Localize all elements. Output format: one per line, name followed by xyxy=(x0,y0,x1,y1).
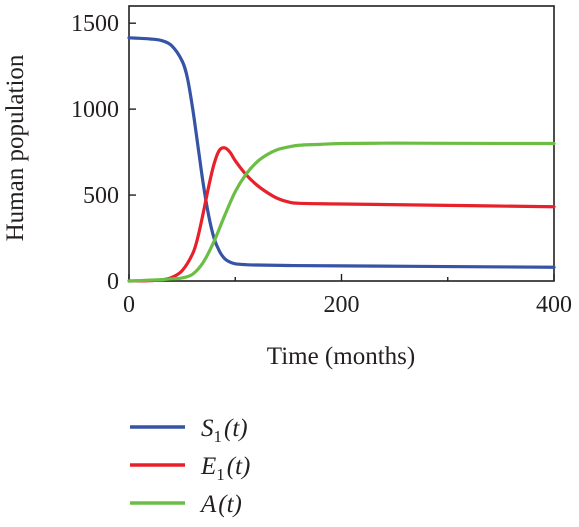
x-tick-label: 0 xyxy=(123,292,135,318)
legend-label-2: E1(t) xyxy=(200,453,250,484)
legend-symbol: E xyxy=(200,453,216,480)
axis-ticks xyxy=(128,22,555,282)
y-tick-label: 0 xyxy=(107,269,119,295)
legend-symbol: A xyxy=(199,491,217,518)
y-tick-label: 1500 xyxy=(71,11,119,37)
y-tick-label: 500 xyxy=(83,183,119,209)
legend-subscript: 1 xyxy=(216,465,225,484)
x-axis-label: Time (months) xyxy=(267,343,415,370)
y-tick-label: 1000 xyxy=(71,97,119,123)
series-line-a xyxy=(127,141,556,283)
x-tick-label: 400 xyxy=(536,292,572,318)
legend-argument: (t) xyxy=(224,415,248,442)
tick-labels: 0 200 400 0 500 1000 1500 xyxy=(71,11,572,318)
legend-argument: (t) xyxy=(218,491,242,518)
x-tick-label: 200 xyxy=(324,292,360,318)
y-axis-label: Human population xyxy=(2,54,29,241)
legend-label-1: S1(t) xyxy=(201,415,248,446)
legend-label-3: A(t) xyxy=(199,491,242,518)
series-line-s1 xyxy=(127,36,556,269)
legend: S1(t)E1(t)A(t) xyxy=(130,415,250,518)
legend-symbol: S xyxy=(201,415,214,442)
series-line-e1 xyxy=(127,146,556,283)
legend-argument: (t) xyxy=(227,453,251,480)
legend-subscript: 1 xyxy=(214,427,223,446)
series-lines xyxy=(127,36,556,283)
